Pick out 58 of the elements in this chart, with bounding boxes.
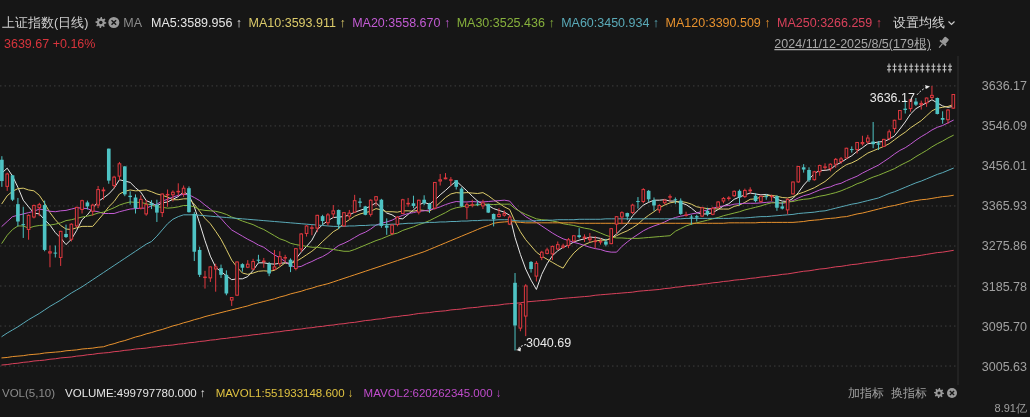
candlestick (48, 244, 52, 268)
candlestick (16, 197, 20, 227)
line-series (1, 134, 954, 252)
text: 8.91亿 (994, 402, 1027, 414)
y-tick-label: 3095.70 (981, 319, 1028, 334)
candlestick (668, 193, 672, 202)
candlestick (64, 224, 68, 239)
y-tick-label: 3185.78 (981, 279, 1028, 294)
chart-title: 上证指数(日线) (2, 16, 89, 30)
text: VOL(5,10) (2, 387, 56, 399)
text: MA60:3450.934 ↑ (561, 16, 660, 30)
candlestick (652, 197, 656, 212)
text: 2024/11/12-2025/8/5(179根) (774, 37, 931, 51)
y-tick-label: 3365.93 (981, 199, 1028, 214)
line-series (1, 194, 954, 359)
y-tick-label: 3275.86 (981, 239, 1028, 254)
text: MA20:3558.670 ↑ (352, 16, 451, 30)
line-series (1, 167, 954, 338)
candlestick (0, 155, 4, 188)
text: MA30:3525.436 ↑ (456, 16, 555, 30)
y-tick-label: 3546.09 (981, 119, 1028, 134)
candlestick (219, 264, 223, 279)
text: MA120:3390.509 ↑ (665, 16, 771, 30)
candlestick (187, 185, 191, 214)
candlestick (213, 263, 218, 293)
y-tick-label: 3005.63 (981, 359, 1028, 374)
text: MAVOL2:620262345.000 ↓ (363, 387, 502, 399)
text: MAVOL1:551933148.600 ↓ (215, 387, 354, 399)
candlestick (518, 302, 523, 332)
annotation: 3636.17 (869, 90, 915, 105)
y-tick-label: 3636.17 (981, 79, 1028, 94)
candlestick (449, 176, 453, 187)
y-tick-label: 3456.01 (981, 159, 1028, 174)
candlestick (21, 206, 26, 239)
candlestick (160, 193, 165, 218)
candlestick (940, 110, 945, 125)
candlestick (849, 145, 854, 154)
candlestick (422, 194, 426, 206)
candlestick (534, 260, 539, 282)
text: 设置均线 (892, 16, 945, 30)
text: MA5:3589.956 ↑ (151, 16, 243, 30)
candlestick (272, 249, 277, 271)
text: 换指标 (891, 387, 927, 399)
candlestick (684, 211, 688, 218)
text: 加指标 (848, 387, 884, 399)
chart-subtitle: 3639.67 +0.16% (4, 37, 96, 51)
candlestick (176, 182, 181, 197)
text: MA (123, 16, 143, 30)
annotation: 3040.69 (526, 336, 572, 351)
text: VOLUME:499797780.000 ↑ (65, 387, 206, 399)
candlestick (914, 97, 918, 107)
candlestick (69, 222, 74, 242)
line-series (1, 249, 954, 366)
candlestick (155, 199, 159, 223)
text: MA10:3593.911 ↑ (248, 16, 346, 30)
candlestick (588, 232, 592, 243)
text: MA250:3266.259 ↑ (777, 16, 883, 30)
candlestick (636, 196, 640, 210)
